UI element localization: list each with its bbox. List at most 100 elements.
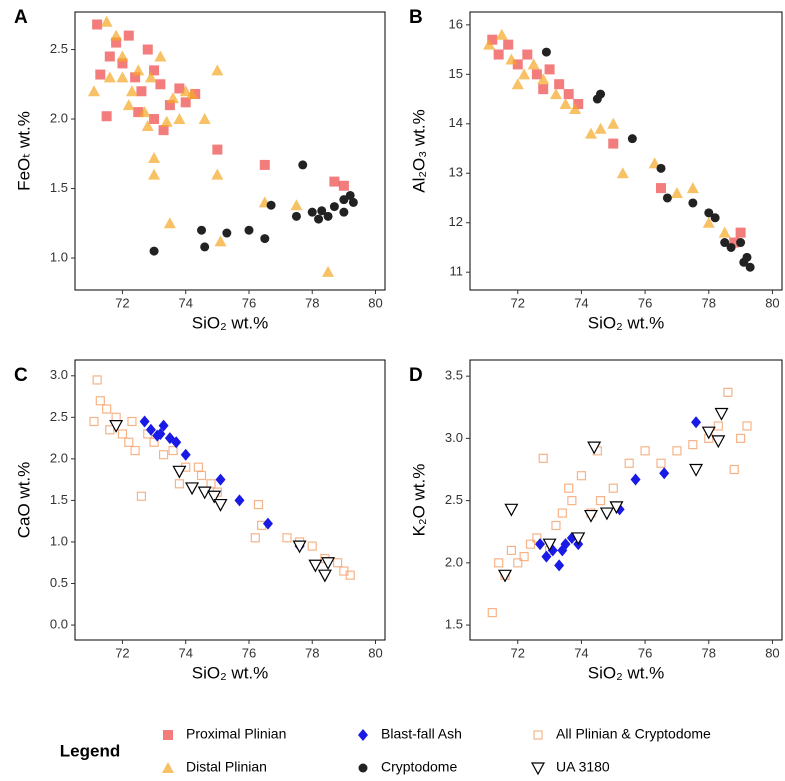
point (92, 375, 102, 385)
y-tick-label: 15 (449, 66, 463, 81)
point (133, 107, 144, 118)
point (627, 134, 637, 144)
point (148, 168, 161, 180)
y-tick-label: 1.0 (50, 249, 68, 264)
point (163, 217, 176, 229)
point (101, 111, 112, 122)
point (519, 552, 529, 562)
point (483, 38, 496, 50)
point (688, 440, 698, 450)
point (714, 407, 729, 421)
point (571, 532, 586, 546)
point (736, 433, 746, 443)
x-tick-label: 72 (511, 645, 525, 660)
y-tick-label: 14 (449, 115, 463, 130)
point (282, 533, 292, 543)
point (174, 479, 184, 489)
point (487, 608, 497, 618)
point (138, 106, 151, 118)
point (171, 436, 182, 449)
point (608, 483, 618, 493)
x-tick-label: 78 (702, 645, 716, 660)
point (211, 64, 224, 76)
point (527, 58, 540, 70)
point (498, 569, 513, 583)
panel-label: D (409, 365, 423, 386)
legend-label: UA 3180 (556, 759, 610, 775)
point (307, 207, 317, 217)
point (596, 89, 606, 99)
point (541, 47, 551, 57)
legend-title: Legend (60, 741, 120, 760)
point (206, 479, 216, 489)
y-tick-label: 2.0 (50, 110, 68, 125)
point (103, 71, 116, 83)
point (711, 435, 726, 449)
point (164, 100, 175, 111)
point (222, 228, 232, 238)
point (173, 113, 186, 125)
point (158, 450, 169, 460)
point (125, 85, 138, 97)
point (211, 168, 224, 180)
point (659, 467, 670, 480)
legend-label: Cryptodome (381, 759, 457, 775)
point (92, 19, 103, 30)
y-tick-label: 1.0 (50, 533, 68, 548)
legend-marker (162, 762, 174, 773)
point (139, 415, 150, 428)
point (158, 125, 169, 136)
y-tick-label: 12 (449, 214, 463, 229)
x-axis-label: SiO₂ wt.% (588, 663, 665, 682)
point (214, 235, 227, 247)
point (525, 539, 536, 549)
point (132, 64, 145, 76)
point (551, 520, 561, 531)
y-tick-label: 3.5 (445, 368, 463, 383)
point (742, 421, 752, 431)
x-tick-label: 74 (178, 295, 192, 310)
point (155, 79, 166, 90)
point (338, 180, 349, 191)
point (599, 507, 614, 521)
point (95, 69, 106, 80)
point (102, 404, 112, 414)
point (710, 213, 720, 223)
point (317, 569, 332, 583)
point (672, 446, 682, 456)
x-tick-label: 76 (638, 295, 652, 310)
x-tick-label: 72 (115, 645, 129, 660)
point (686, 182, 699, 194)
point (323, 211, 333, 221)
y-axis-label: Al₂O₃ wt.% (409, 109, 428, 192)
point (89, 416, 99, 427)
point (583, 509, 598, 523)
y-tick-label: 2.5 (50, 41, 68, 56)
point (329, 176, 340, 187)
point (87, 85, 100, 97)
x-tick-label: 72 (511, 295, 525, 310)
y-tick-label: 11 (450, 264, 464, 279)
point (266, 200, 276, 210)
point (155, 427, 166, 440)
point (713, 421, 723, 431)
point (149, 437, 159, 447)
x-tick-label: 76 (242, 295, 256, 310)
point (154, 50, 167, 62)
x-tick-label: 78 (305, 645, 319, 660)
point (624, 458, 634, 468)
point (718, 226, 731, 238)
legend-marker (163, 730, 173, 740)
legend-marker (533, 730, 543, 740)
point (506, 545, 516, 556)
point (148, 151, 161, 163)
point (563, 89, 574, 100)
point (487, 34, 498, 45)
point (314, 214, 324, 224)
point (200, 242, 210, 252)
point (584, 127, 597, 139)
y-axis-label: K₂O wt.% (409, 464, 428, 537)
point (513, 558, 523, 568)
point (180, 448, 191, 461)
